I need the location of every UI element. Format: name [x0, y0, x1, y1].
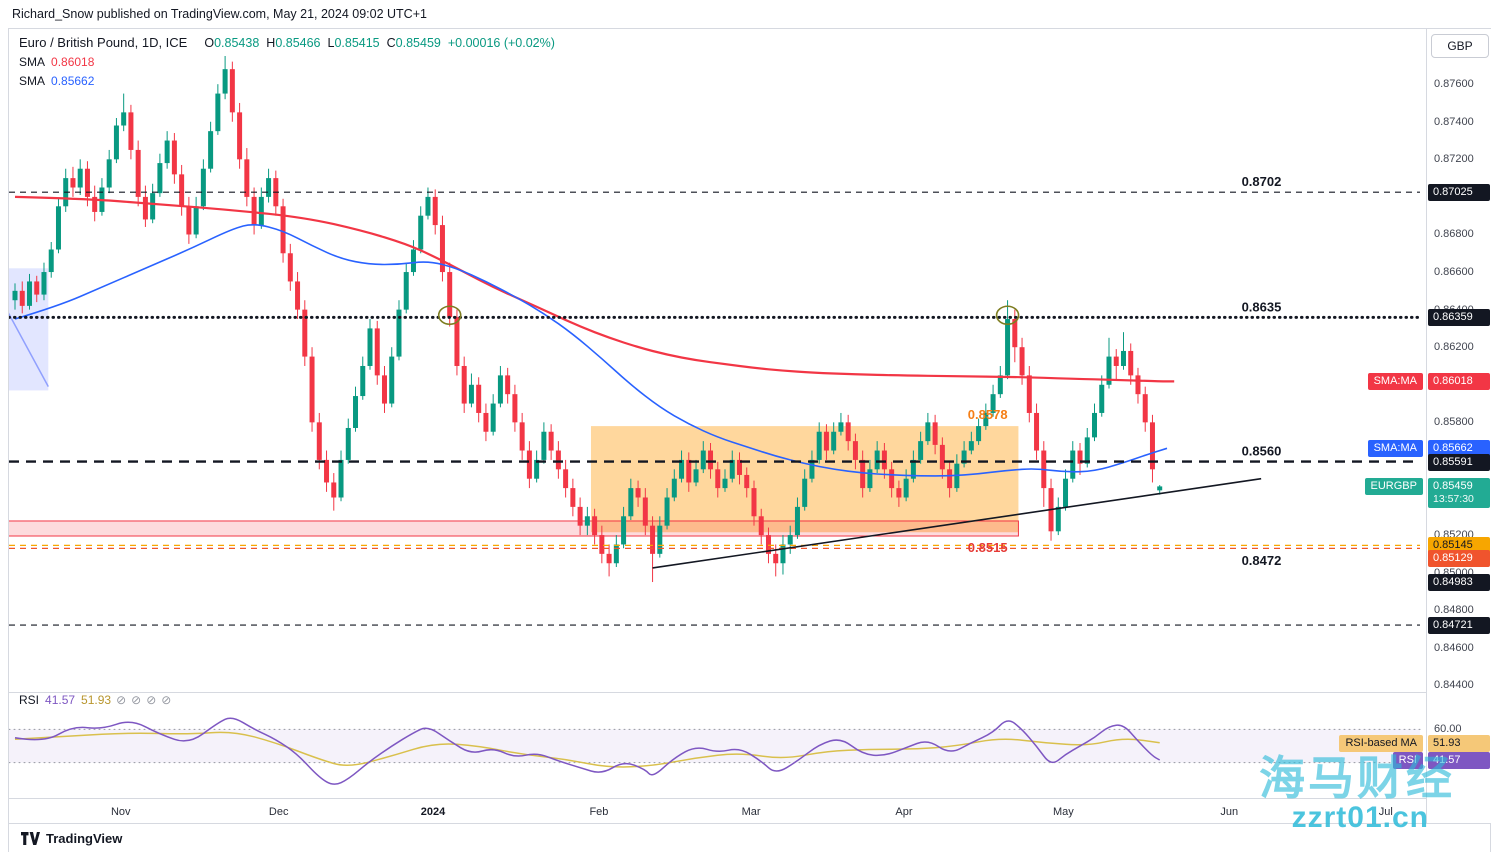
currency-toggle-button[interactable]: GBP	[1431, 34, 1489, 58]
ohlc-close-label: C	[386, 36, 396, 50]
price-tick: 0.87600	[1434, 78, 1474, 91]
price-chart-canvas[interactable]: 0.8702 0.8635 0.8560 0.8472 0.8578 0.8515 Nov D…	[9, 29, 1426, 823]
symbol-title[interactable]: Euro / British Pound, 1D, ICE	[19, 35, 188, 50]
price-tick: 0.84800	[1434, 604, 1474, 617]
price-tick: 0.86600	[1434, 266, 1474, 279]
rsi-ma-value: 51.93	[81, 693, 112, 707]
time-axis-label: Nov	[111, 806, 131, 818]
time-axis-label: Feb	[589, 806, 608, 818]
price-label-chip: 0.85591	[1428, 453, 1490, 471]
time-axis[interactable]: Nov Dec 2024 Feb Mar Apr May Jun Jul	[111, 806, 1393, 818]
rsi-line	[14, 717, 1161, 785]
rsi-band	[9, 729, 1420, 763]
price-tick: 0.86200	[1434, 341, 1474, 354]
price-label-chip: 0.86018	[1428, 373, 1490, 391]
sma-2-value: 0.85662	[51, 74, 95, 88]
level-label: 0.8560	[1242, 444, 1282, 459]
tradingview-attribution[interactable]: TradingView	[21, 831, 122, 846]
bar-countdown: 13:57:30	[1433, 493, 1474, 506]
price-label-chip: 0.85459 13:57:30	[1428, 478, 1490, 509]
rsi-tick: 60.00	[1434, 723, 1462, 736]
ohlc-open-value: 0.85438	[214, 36, 260, 50]
sma-1-value: 0.86018	[51, 55, 95, 69]
rsi-label-chip: 41.57	[1428, 752, 1490, 770]
chart-frame: 0.8702 0.8635 0.8560 0.8472 0.8578 0.8515 Nov D…	[8, 28, 1492, 852]
time-axis-label: Mar	[742, 806, 761, 818]
circle-annotation[interactable]	[437, 305, 462, 326]
ohlc-close-value: 0.85459	[395, 36, 441, 50]
ohlc-high-value: 0.85466	[275, 36, 321, 50]
price-tick: 0.84400	[1434, 679, 1474, 692]
hidden-indicator-icon[interactable]: ⊘	[146, 693, 157, 707]
sma-blue-line	[14, 224, 1168, 477]
time-axis-label: Jun	[1220, 806, 1238, 818]
price-label-chip: 0.84983	[1428, 573, 1490, 591]
rsi-label: RSI	[19, 693, 40, 707]
publish-text: Richard_Snow published on TradingView.co…	[12, 7, 427, 21]
ohlc-low-value: 0.85415	[334, 36, 380, 50]
level-label: 0.8635	[1242, 299, 1282, 314]
time-axis-label: Jul	[1379, 806, 1393, 818]
price-tick: 0.87400	[1434, 115, 1474, 128]
time-axis-label: 2024	[421, 806, 446, 818]
time-axis-label: May	[1053, 806, 1074, 818]
watermark-chinese: 海马财经	[1259, 752, 1455, 804]
highlight-zone-left-diagonal	[9, 312, 49, 388]
ohlc-high-label: H	[266, 36, 276, 50]
circle-annotation[interactable]	[995, 305, 1020, 326]
tradingview-logo-icon	[21, 831, 40, 845]
sma-legend-row-1[interactable]: SMA 0.86018	[19, 55, 555, 69]
sma-2-label: SMA	[19, 74, 46, 88]
rsi-label-chip: 51.93	[1428, 734, 1490, 752]
candlestick-series[interactable]	[12, 56, 1163, 583]
price-label-chip: 0.85662	[1428, 440, 1490, 458]
price-tick: 0.87200	[1434, 153, 1474, 166]
hidden-indicator-icon[interactable]: ⊘	[131, 693, 142, 707]
level-label: 0.8472	[1242, 553, 1282, 568]
price-tick: 0.86800	[1434, 228, 1474, 241]
price-axis[interactable]: GBP 0.876000.874000.872000.870000.868000…	[1426, 29, 1492, 823]
price-label-chip: 0.84721	[1428, 617, 1490, 635]
sma-legend-row-2[interactable]: SMA 0.85662	[19, 74, 555, 88]
rsi-ma-line	[14, 731, 1160, 768]
bottom-toolbar: TradingView	[9, 823, 1490, 852]
support-zone	[9, 520, 1019, 537]
sma-red-line	[14, 195, 1175, 383]
rsi-value: 41.57	[45, 693, 76, 707]
hidden-indicator-icon[interactable]: ⊘	[116, 693, 127, 707]
ohlc-low-label: L	[327, 36, 335, 50]
consolidation-box-label: 0.8578	[968, 407, 1008, 422]
hidden-indicator-icon[interactable]: ⊘	[161, 693, 172, 707]
price-label-chip: 0.87025	[1428, 184, 1490, 202]
rsi-legend[interactable]: RSI 41.57 51.93 ⊘ ⊘ ⊘ ⊘	[19, 693, 171, 707]
symbol-legend-row[interactable]: Euro / British Pound, 1D, ICE O0.85438 H0.…	[19, 35, 555, 50]
price-label-chip: 0.85145	[1428, 537, 1490, 555]
tradingview-logo-text: TradingView	[46, 830, 123, 846]
time-axis-label: Dec	[269, 806, 289, 818]
level-label: 0.8702	[1242, 174, 1282, 189]
sma-1-label: SMA	[19, 55, 46, 69]
price-label-chip: 0.85129	[1428, 550, 1490, 568]
price-label-chip: 0.86359	[1428, 309, 1490, 327]
ohlc-open-label: O	[204, 36, 215, 50]
publish-bar: Richard_Snow published on TradingView.co…	[0, 0, 1499, 28]
chart-legend: Euro / British Pound, 1D, ICE O0.85438 H0.…	[19, 35, 555, 88]
change-value: +0.00016 (+0.02%)	[447, 36, 555, 50]
time-axis-label: Apr	[895, 806, 912, 818]
price-tick: 0.84600	[1434, 641, 1474, 654]
support-zone-label: 0.8515	[968, 540, 1008, 555]
ascending-trendline[interactable]	[652, 477, 1262, 569]
price-tick: 0.85800	[1434, 416, 1474, 429]
watermark-url: zzrt01.cn	[1291, 801, 1429, 834]
